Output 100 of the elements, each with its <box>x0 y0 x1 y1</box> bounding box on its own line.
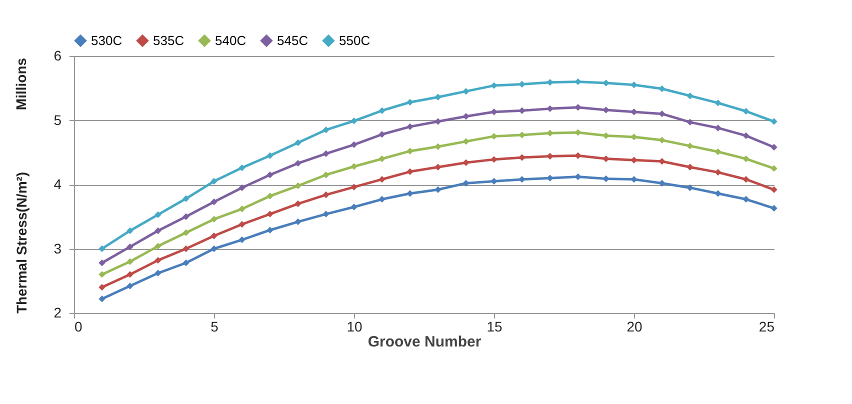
point <box>742 196 750 203</box>
point <box>770 165 778 172</box>
point <box>546 130 554 136</box>
point <box>350 184 358 190</box>
y-tick-label: 2 <box>54 304 62 320</box>
point <box>742 176 750 183</box>
point <box>602 175 610 182</box>
point <box>98 260 106 266</box>
point <box>98 296 106 302</box>
point <box>350 204 358 210</box>
point <box>434 143 442 150</box>
point <box>462 88 470 95</box>
point <box>686 164 694 171</box>
legend-label: 545C <box>277 32 308 48</box>
point <box>462 159 470 166</box>
point <box>182 245 190 252</box>
point <box>294 160 302 167</box>
point <box>98 284 106 291</box>
point <box>126 227 134 234</box>
point <box>518 80 526 88</box>
point <box>406 168 414 176</box>
point <box>574 129 582 136</box>
point <box>238 184 246 192</box>
point <box>266 210 274 218</box>
point <box>322 191 330 198</box>
point <box>182 260 190 266</box>
point <box>294 182 302 190</box>
point <box>546 78 554 86</box>
point <box>406 98 414 106</box>
legend-label: 535C <box>153 32 184 48</box>
point <box>546 174 554 182</box>
point <box>770 118 778 125</box>
point <box>98 271 106 278</box>
point <box>182 195 190 202</box>
point <box>406 123 414 130</box>
point <box>770 204 778 212</box>
point <box>210 198 218 206</box>
point <box>770 186 778 193</box>
point <box>714 148 722 156</box>
point <box>630 82 638 88</box>
point <box>154 211 162 218</box>
point <box>350 118 358 124</box>
point <box>322 172 330 178</box>
point <box>658 110 666 118</box>
point <box>378 131 386 138</box>
point <box>238 236 246 244</box>
point <box>714 168 722 176</box>
x-tick-label: 20 <box>626 318 642 334</box>
point <box>714 100 722 106</box>
point <box>406 148 414 154</box>
y-axis-title: Thermal Stress(N/m²) <box>14 172 30 314</box>
point <box>182 213 190 220</box>
legend-label: 540C <box>215 32 246 48</box>
point <box>630 108 638 116</box>
point <box>630 176 638 183</box>
point <box>658 85 666 92</box>
point <box>294 218 302 226</box>
point <box>434 94 442 100</box>
point <box>378 176 386 183</box>
point <box>518 176 526 183</box>
legend-label: 550C <box>339 32 370 48</box>
point <box>462 138 470 145</box>
point <box>602 155 610 162</box>
point <box>714 190 722 197</box>
x-tick-label: 5 <box>210 318 219 334</box>
point <box>574 173 582 180</box>
legend-label: 530C <box>91 32 122 48</box>
point <box>182 229 190 236</box>
point <box>602 106 610 114</box>
point <box>266 192 274 200</box>
point <box>378 155 386 162</box>
point <box>126 243 134 250</box>
point <box>490 108 498 116</box>
point <box>686 118 694 126</box>
x-tick-label: 25 <box>758 318 775 334</box>
point <box>98 245 106 252</box>
point <box>462 113 470 120</box>
point <box>546 152 554 160</box>
point <box>658 180 666 187</box>
point <box>238 164 246 172</box>
point <box>350 141 358 148</box>
point <box>322 126 330 134</box>
point <box>770 144 778 151</box>
point <box>154 256 162 264</box>
point <box>602 80 610 86</box>
x-axis-title: Groove Number <box>368 334 482 350</box>
point <box>126 282 134 290</box>
point <box>574 104 582 111</box>
point <box>518 132 526 138</box>
point <box>238 220 246 228</box>
point <box>714 124 722 132</box>
x-tick-label: 0 <box>74 318 82 334</box>
point <box>266 226 274 234</box>
point <box>462 180 470 187</box>
point <box>602 132 610 140</box>
y-tick-label: 6 <box>54 48 62 64</box>
point <box>266 152 274 159</box>
point <box>742 155 750 162</box>
x-tick-label: 15 <box>486 318 502 334</box>
point <box>574 152 582 159</box>
